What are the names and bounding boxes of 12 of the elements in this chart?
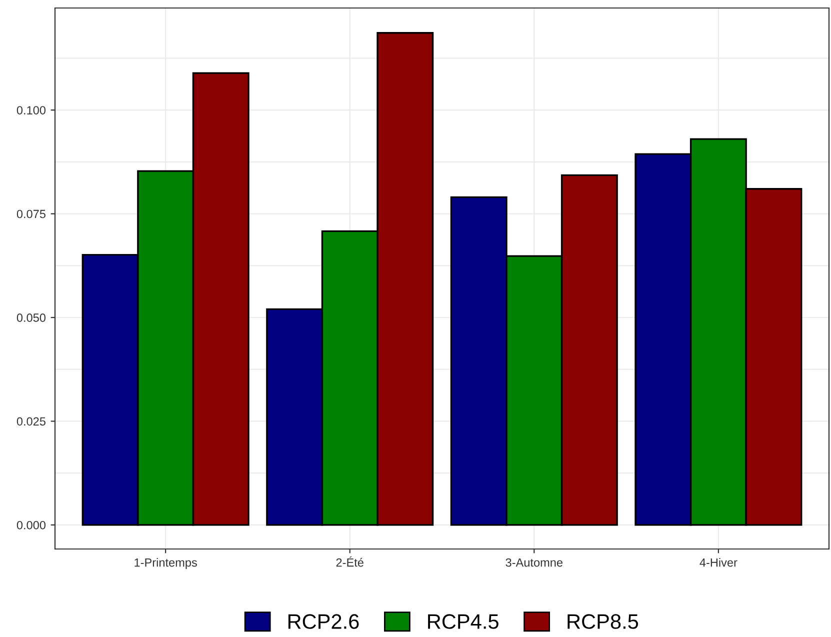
legend-label: RCP2.6: [288, 614, 359, 629]
legend-label: RCP4.5: [428, 614, 498, 629]
legend-label: RCP8.5: [568, 614, 638, 629]
y-tick-label: 0.025: [16, 417, 46, 426]
y-tick-label: 0.000: [16, 520, 46, 530]
x-tick-label: 4-Hiver: [700, 558, 738, 567]
y-tick-label: 0.100: [16, 106, 46, 114]
x-tick-label: 2-Été: [336, 556, 364, 567]
y-tick-label: 0.050: [16, 314, 46, 322]
y-tick-label: 0.075: [16, 210, 46, 218]
x-tick-label: 3-Automne: [506, 558, 562, 567]
x-tick-label: 1-Printemps: [134, 558, 197, 570]
